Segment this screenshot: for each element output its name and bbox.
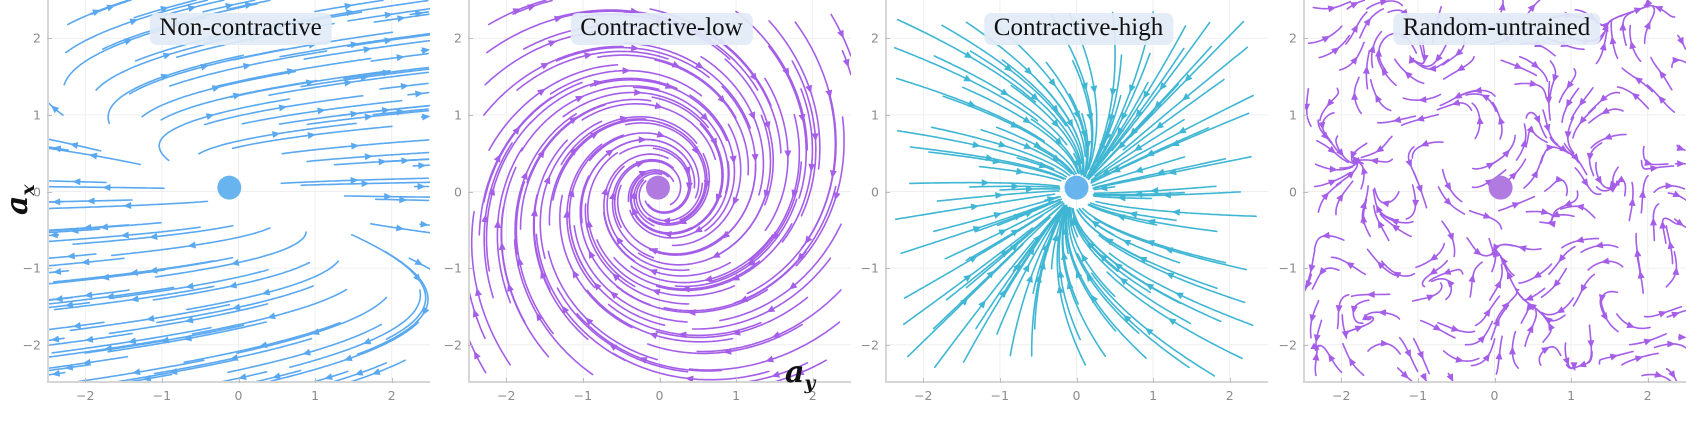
y-tick-mark — [885, 38, 890, 40]
x-tick-label: 0 — [1490, 388, 1499, 403]
x-tick-mark — [659, 378, 661, 383]
y-tick-mark — [468, 268, 473, 270]
fixed-point-marker — [1064, 175, 1089, 200]
streamplot-canvas — [47, 0, 430, 383]
x-tick-mark — [1571, 378, 1573, 383]
y-tick-mark — [47, 268, 52, 270]
x-tick-label: 1 — [1149, 388, 1158, 403]
y-tick-mark — [885, 344, 890, 346]
y-tick-mark — [1303, 191, 1308, 193]
x-tick-label: −1 — [573, 388, 593, 403]
y-tick-mark — [1303, 268, 1308, 270]
x-tick-mark — [85, 378, 87, 383]
y-tick-label: 2 — [1289, 30, 1297, 46]
y-axis-label: ax — [0, 184, 39, 215]
x-tick-label: 1 — [311, 388, 320, 403]
x-tick-label: −2 — [76, 388, 95, 403]
streamplot-canvas — [1303, 0, 1686, 383]
x-tick-label: −2 — [1332, 388, 1351, 403]
x-tick-label: 2 — [808, 388, 817, 403]
x-tick-mark — [391, 378, 393, 383]
y-tick-mark — [1303, 114, 1308, 116]
y-tick-mark — [47, 38, 52, 40]
panel-title: Non-contractive — [149, 13, 332, 45]
x-tick-label: 2 — [1643, 388, 1652, 403]
x-tick-mark — [1647, 378, 1649, 383]
y-tick-label: −1 — [22, 260, 41, 276]
panel-sink: Contractive-high −2 −1 0 1 2 2 1 0 −1 −2 — [861, 0, 1268, 403]
y-tick-label: 1 — [33, 107, 41, 123]
fixed-point-marker — [217, 175, 242, 200]
x-tick-label: −2 — [497, 388, 516, 403]
y-tick-mark — [468, 344, 473, 346]
x-tick-label: 1 — [1567, 388, 1576, 403]
y-tick-mark — [1303, 344, 1308, 346]
x-tick-label: −1 — [1408, 388, 1428, 403]
x-tick-label: −1 — [990, 388, 1010, 403]
y-tick-label: 0 — [871, 184, 879, 199]
y-tick-label: 2 — [871, 30, 879, 46]
x-tick-mark — [582, 378, 584, 383]
x-tick-label: 2 — [1225, 388, 1234, 403]
streamplot-canvas — [885, 0, 1268, 383]
y-tick-label: 2 — [454, 30, 462, 46]
x-tick-label: −2 — [914, 388, 933, 403]
panel-spiral: Contractive-low −2 −1 0 1 2 2 1 0 −1 −2 — [444, 0, 851, 403]
x-tick-label: 1 — [732, 388, 741, 403]
fixed-point-marker — [1488, 175, 1513, 200]
x-tick-label: −1 — [152, 388, 172, 403]
streamplot-canvas — [468, 0, 851, 383]
y-tick-label: −2 — [22, 337, 41, 353]
x-tick-mark — [736, 378, 738, 383]
y-tick-label: −1 — [860, 260, 879, 276]
x-tick-mark — [315, 378, 317, 383]
x-tick-label: 0 — [234, 388, 243, 403]
x-tick-mark — [999, 378, 1001, 383]
panel-title: Contractive-high — [983, 13, 1174, 45]
y-tick-label: −2 — [860, 337, 879, 353]
x-tick-mark — [812, 378, 814, 383]
y-tick-mark — [885, 268, 890, 270]
x-tick-label: 0 — [1072, 388, 1081, 403]
y-tick-label: −1 — [443, 260, 462, 276]
y-tick-label: 0 — [1289, 184, 1297, 199]
y-tick-label: 1 — [1289, 107, 1297, 123]
y-tick-mark — [885, 191, 890, 193]
x-tick-mark — [506, 378, 508, 383]
fixed-point-marker — [645, 175, 670, 200]
x-tick-mark — [1229, 378, 1231, 383]
panel-saddle: Non-contractive −2 −1 0 1 2 2 1 0 −1 −2 — [23, 0, 430, 403]
y-tick-mark — [468, 191, 473, 193]
y-tick-label: 0 — [33, 184, 41, 199]
x-tick-mark — [1494, 378, 1496, 383]
y-tick-mark — [1303, 38, 1308, 40]
y-tick-label: 2 — [33, 30, 41, 46]
y-tick-label: 0 — [454, 184, 462, 199]
y-tick-mark — [885, 114, 890, 116]
x-tick-label: 0 — [655, 388, 664, 403]
panel-title: Contractive-low — [570, 13, 753, 45]
y-tick-label: −1 — [1278, 260, 1297, 276]
y-tick-mark — [47, 191, 52, 193]
x-tick-mark — [923, 378, 925, 383]
y-tick-label: −2 — [443, 337, 462, 353]
y-tick-label: 1 — [454, 107, 462, 123]
y-tick-mark — [468, 114, 473, 116]
panel-title: Random-untrained — [1392, 13, 1601, 45]
x-tick-mark — [161, 378, 163, 383]
panel-random: Random-untrained −2 −1 0 1 2 2 1 0 −1 −2 — [1279, 0, 1686, 403]
x-tick-mark — [1341, 378, 1343, 383]
x-tick-mark — [1153, 378, 1155, 383]
x-tick-mark — [1417, 378, 1419, 383]
x-axis-label: ay — [785, 355, 816, 394]
x-tick-label: 2 — [387, 388, 396, 403]
y-tick-mark — [468, 38, 473, 40]
x-tick-mark — [1076, 378, 1078, 383]
y-tick-mark — [47, 114, 52, 116]
y-tick-label: 1 — [871, 107, 879, 123]
y-tick-label: −2 — [1278, 337, 1297, 353]
y-tick-mark — [47, 344, 52, 346]
x-tick-mark — [238, 378, 240, 383]
